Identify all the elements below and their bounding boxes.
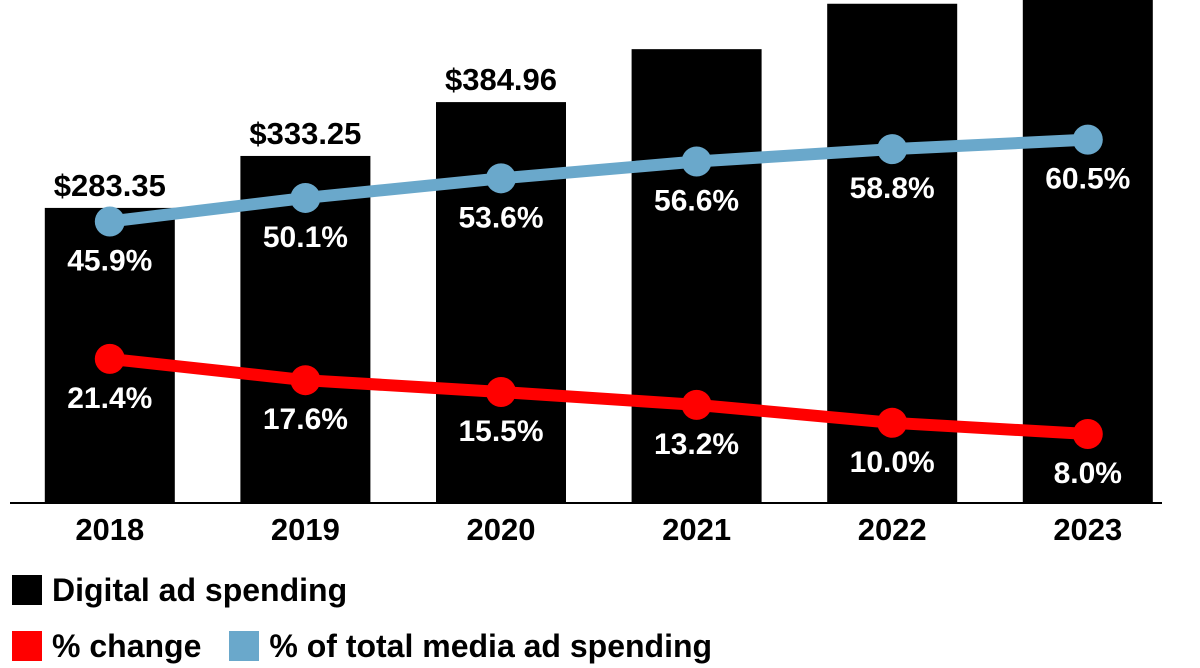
label-pct-change-2020: 15.5% [458,415,543,448]
label-pct-change-2022: 10.0% [850,446,935,479]
chart-plot: $283.35 $333.25 $384.96 45.9% 50.1% 53.6% 56.6… [10,0,1162,547]
series-pct-of-total-media-ad-spending: 45.9% 50.1% 53.6% 56.6% 58.8% 60.5% [67,124,1130,277]
x-tick-2019: 2019 [271,512,340,547]
bar-2021 [631,49,762,503]
x-tick-2022: 2022 [858,512,927,547]
line-pct-of-total-media-ad-spending [103,133,1094,228]
bar-value-label-2020: $384.96 [445,62,557,97]
label-pct-change-2021: 13.2% [654,428,739,461]
label-pct-change-2023: 8.0% [1054,457,1122,490]
legend-swatch-percent-of-total [229,631,260,661]
point-pct-of-total-media-ad-spending-2020 [486,163,516,194]
point-pct-of-total-media-ad-spending-2023 [1072,124,1103,155]
bar-value-label-2019: $333.25 [249,116,361,151]
legend-label-digital-ad-spending: Digital ad spending [52,571,348,608]
label-pct-change-2019: 17.6% [263,403,348,436]
label-pct-change-2018: 21.4% [67,382,152,415]
point-pct-change-2020 [486,376,516,407]
series-pct-change: 21.4% 17.6% 15.5% 13.2% 10.0% 8.0% [67,343,1122,490]
point-pct-change-2018 [94,343,125,374]
label-pct-of-total-media-ad-spending-2020: 53.6% [458,201,543,234]
legend-item-percent-of-total: % of total media ad spending [229,628,712,665]
bar-2019 [240,155,371,504]
label-pct-of-total-media-ad-spending-2019: 50.1% [263,221,348,254]
point-pct-of-total-media-ad-spending-2018 [94,206,125,237]
line-pct-change [103,352,1094,441]
point-pct-change-2023 [1072,419,1103,450]
legend-swatch-percent-change [12,631,42,661]
x-tick-2021: 2021 [662,512,731,547]
x-tick-2018: 2018 [75,512,144,547]
legend-swatch-digital-ad-spending [12,575,42,605]
point-pct-change-2022 [877,407,908,438]
x-tick-2020: 2020 [467,512,536,547]
label-pct-of-total-media-ad-spending-2023: 60.5% [1045,163,1130,196]
point-pct-of-total-media-ad-spending-2019 [290,182,321,213]
point-pct-change-2021 [681,389,712,420]
x-tick-labels: 2018 2019 2020 2021 2022 2023 [75,512,1122,547]
legend-item-percent-change: % change [12,628,201,665]
bar-value-label-2018: $283.35 [54,168,166,203]
chart: $283.35 $333.25 $384.96 45.9% 50.1% 53.6% 56.6… [10,0,1162,664]
label-pct-of-total-media-ad-spending-2022: 58.8% [850,172,935,205]
label-pct-of-total-media-ad-spending-2018: 45.9% [67,244,152,277]
legend-label-percent-change: % change [52,627,202,664]
point-pct-of-total-media-ad-spending-2022 [877,134,908,165]
legend: Digital ad spending % change % of total … [12,568,712,668]
label-pct-of-total-media-ad-spending-2021: 56.6% [654,184,739,217]
legend-label-percent-of-total: % of total media ad spending [269,627,713,664]
bar-value-labels: $283.35 $333.25 $384.96 [54,62,557,203]
legend-row-1: Digital ad spending [12,568,712,612]
legend-item-digital-ad-spending: Digital ad spending [12,572,347,609]
point-pct-change-2019 [290,365,321,396]
point-pct-of-total-media-ad-spending-2021 [681,146,712,177]
legend-row-2: % change % of total media ad spending [12,624,712,668]
x-tick-2023: 2023 [1053,512,1122,547]
